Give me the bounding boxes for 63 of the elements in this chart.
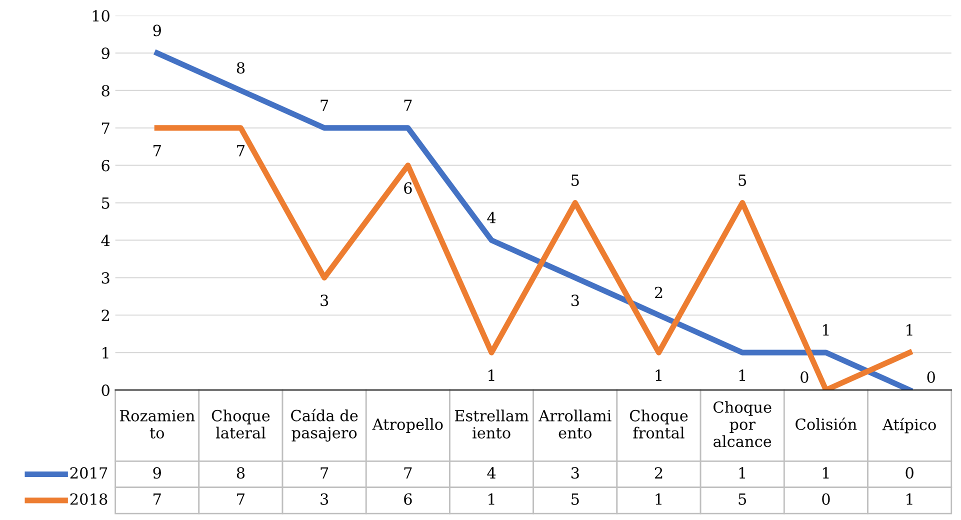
y-tick-label: 8	[102, 84, 110, 96]
y-tick-label: 2	[102, 310, 109, 321]
data-label: 2	[654, 467, 662, 478]
y-tick-label: 9	[102, 48, 110, 60]
x-tick-label: Estrellam iento	[454, 410, 529, 439]
y-tick-label: 10	[92, 10, 110, 22]
data-label: 1	[656, 493, 662, 505]
annotation: 0	[927, 371, 935, 383]
data-label: 3	[571, 467, 579, 479]
x-tick-label: Caída de pasajero	[291, 408, 358, 442]
data-label: 0	[822, 493, 830, 505]
annotation: 7	[404, 100, 412, 111]
x-tick-label: Arrollami ento	[538, 410, 612, 439]
annotation: 1	[656, 369, 662, 381]
x-tick-label: Choque lateral	[212, 410, 270, 439]
data-label: 5	[572, 494, 579, 505]
annotation: 5	[738, 174, 746, 186]
data-label: 4	[487, 467, 496, 478]
annotation: 3	[571, 294, 579, 306]
y-tick-label: 6	[102, 160, 110, 172]
legend-label: 2017	[70, 467, 108, 479]
data-label: 0	[906, 467, 914, 479]
data-label: 6	[404, 493, 412, 505]
annotation: 6	[404, 182, 412, 194]
y-tick-label: 0	[102, 384, 110, 396]
legend-label: 2018	[70, 493, 108, 505]
data-label: 3	[320, 493, 328, 505]
x-tick-label: Colisión	[796, 418, 857, 430]
data-label: 7	[237, 494, 244, 505]
x-tick-label: Atropello	[372, 418, 443, 433]
data-label: 7	[320, 467, 328, 478]
y-tick-label: 1	[102, 347, 108, 358]
annotation: 2	[654, 286, 662, 298]
x-tick-label: Rozamien to	[120, 410, 195, 439]
annotation: 0	[800, 371, 808, 383]
annotation: 9	[153, 24, 161, 36]
y-tick-label: 4	[101, 234, 110, 246]
annotation: 7	[154, 145, 161, 156]
y-tick-label: 7	[102, 122, 110, 134]
annotation: 5	[572, 174, 579, 186]
x-tick-label: Choque por alcance	[714, 401, 772, 448]
annotation: 7	[320, 100, 328, 111]
data-label: 7	[404, 467, 412, 478]
y-tick-label: 3	[102, 272, 110, 284]
annotation: 1	[822, 324, 829, 336]
data-label: 1	[488, 493, 494, 505]
annotation: 1	[739, 369, 746, 381]
data-label: 1	[822, 467, 829, 478]
annotation: 7	[237, 145, 244, 156]
x-tick-label: Atípico	[882, 418, 936, 434]
data-label: 1	[906, 493, 912, 505]
annotation: 1	[488, 369, 494, 381]
x-tick-label: Choque frontal	[630, 410, 688, 439]
annotation: 4	[487, 212, 496, 224]
data-label: 9	[153, 467, 161, 479]
annotation: 8	[236, 62, 245, 74]
annotation: 3	[320, 294, 328, 306]
data-label: 5	[738, 494, 746, 505]
y-tick-label: 5	[102, 197, 110, 209]
annotation: 1	[906, 324, 912, 336]
data-label: 7	[154, 494, 161, 505]
data-label: 8	[236, 467, 245, 479]
data-label: 1	[739, 467, 746, 478]
